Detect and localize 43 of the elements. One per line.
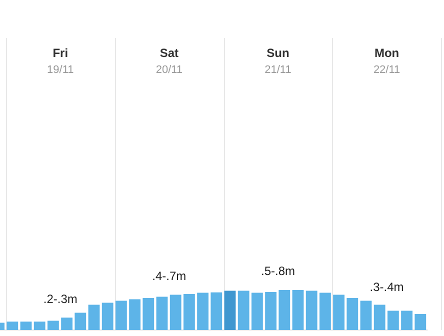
bar <box>211 292 223 330</box>
bar <box>360 300 372 330</box>
bar <box>415 314 427 330</box>
bar <box>61 318 73 330</box>
text: .4-.7m <box>151 269 188 283</box>
text: Sat <box>158 46 180 60</box>
bar <box>347 298 359 330</box>
bar <box>401 310 413 330</box>
bar <box>388 310 400 330</box>
bar <box>170 294 182 330</box>
bar <box>374 304 386 330</box>
text: Mon <box>373 46 400 60</box>
bar <box>102 302 114 330</box>
bar <box>197 292 209 330</box>
bar <box>116 300 128 330</box>
bar <box>320 292 332 330</box>
bar <box>333 294 345 330</box>
annotation: .2-.3m <box>42 292 78 306</box>
bar <box>48 320 60 330</box>
bar <box>224 290 236 330</box>
bar <box>34 322 46 330</box>
bar <box>252 292 264 330</box>
text: Sun <box>266 46 290 60</box>
bar <box>292 290 304 330</box>
bar <box>7 322 19 330</box>
text: 20/11 <box>154 64 184 76</box>
bar <box>88 304 100 330</box>
bar <box>184 294 196 330</box>
bar <box>238 290 250 330</box>
bar <box>143 298 155 330</box>
bar <box>75 312 87 330</box>
text: Fri <box>52 46 70 60</box>
bar <box>129 299 141 330</box>
text: 22/11 <box>372 64 402 76</box>
bar <box>265 292 277 330</box>
bar <box>279 290 291 330</box>
text: 21/11 <box>264 64 292 76</box>
annotation: .3-.4m <box>368 280 405 294</box>
bar <box>156 296 168 330</box>
text: .5-.8m <box>260 264 296 278</box>
text: 19/11 <box>46 64 75 76</box>
bar <box>20 322 32 330</box>
bar <box>306 290 318 330</box>
